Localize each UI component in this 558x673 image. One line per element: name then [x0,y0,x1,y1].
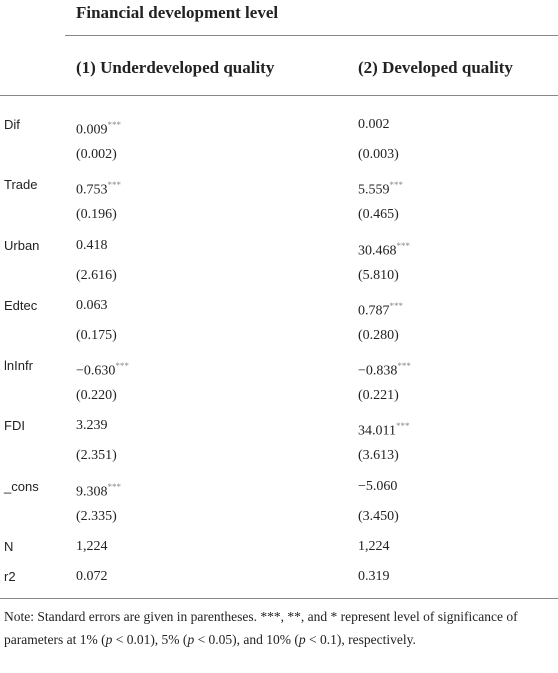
coefficient: 3.239 [76,418,108,434]
note: Note: Standard errors are given in paren… [4,606,552,651]
significance: *** [107,481,122,492]
coefficient: 0.418 [76,237,108,253]
cell: 9.308*** [76,478,121,502]
significance: *** [396,240,411,251]
significance: *** [107,120,122,130]
standard-error: (0.175) [76,327,117,343]
note-text: < 0.1), respectively. [305,631,416,647]
row-label: _cons [4,478,39,494]
rule [65,35,558,36]
standard-error: (2.616) [76,267,117,283]
cell: 0.753*** [76,176,121,200]
significance: *** [115,361,129,372]
coefficient: 0.753 [76,182,108,198]
column-header: (2) Developed quality [358,58,513,77]
cell: 1,224 [358,538,390,556]
cell: 0.002 [358,116,390,134]
coefficient: 0.319 [358,568,390,584]
column-header: (1) Underdeveloped quality [76,58,275,77]
coefficient: 9.308 [76,484,108,500]
coefficient: 0.002 [358,117,390,132]
coefficient: −0.630 [76,363,116,379]
coefficient: 1,224 [358,538,390,554]
note-text: < 0.01), 5% ( [112,631,188,647]
standard-error: (0.002) [76,147,117,163]
cell: −0.630*** [76,357,129,381]
note-text: Note: Standard errors are given in paren… [4,609,518,647]
cell: 0.009*** [76,116,121,140]
cell: 0.072 [76,568,108,586]
significance: *** [389,300,404,311]
standard-error: (0.196) [76,207,117,223]
row-label: Edtec [4,297,38,313]
coefficient: 30.468 [358,243,397,259]
significance: *** [397,361,411,372]
row-label: Urban [4,237,40,253]
coefficient: −5.060 [358,478,398,494]
coefficient: −0.838 [358,363,398,379]
coefficient: 5.559 [358,182,390,198]
significance: *** [395,421,410,432]
row-label: lnInfr [4,358,33,374]
standard-error: (3.450) [358,508,399,524]
standard-error: (0.280) [358,327,399,343]
cell: 5.559*** [358,176,403,200]
cell: −5.060 [358,478,397,496]
cell: −0.838*** [358,357,411,381]
cell: 3.239 [76,417,108,435]
rule [0,598,558,599]
significance: *** [389,180,404,191]
coefficient: 0.072 [76,568,108,584]
note-text: < 0.05), and 10% ( [194,631,299,647]
coefficient: 1,224 [76,538,108,554]
standard-error: (5.810) [358,267,399,283]
standard-error: (0.220) [76,388,117,404]
cell: 0.319 [358,568,390,586]
standard-error: (0.003) [358,147,399,163]
significance: *** [107,180,122,191]
coefficient: 0.009 [76,122,108,138]
cell: 34.011*** [358,417,409,441]
standard-error: (0.465) [358,207,399,223]
standard-error: (0.221) [358,388,399,404]
row-label: Dif [4,117,20,132]
row-label: r2 [4,568,16,584]
cell: 1,224 [76,538,108,556]
note-italic: p [298,631,306,647]
note-italic: p [187,631,195,647]
cell: 0.063 [76,297,108,315]
coefficient: 0.063 [76,297,108,313]
row-label: N [4,538,14,554]
standard-error: (2.351) [76,448,117,464]
standard-error: (3.613) [358,448,399,464]
row-label: Trade [4,177,38,193]
cell: 30.468*** [358,237,410,261]
standard-error: (2.335) [76,508,117,524]
group-header: Financial development level [76,3,279,22]
rule [0,95,558,96]
cell: 0.787*** [358,297,403,321]
row-label: FDI [4,418,25,434]
note-italic: p [105,631,113,647]
coefficient: 0.787 [358,303,390,319]
coefficient: 34.011 [358,423,396,439]
cell: 0.418 [76,237,108,255]
